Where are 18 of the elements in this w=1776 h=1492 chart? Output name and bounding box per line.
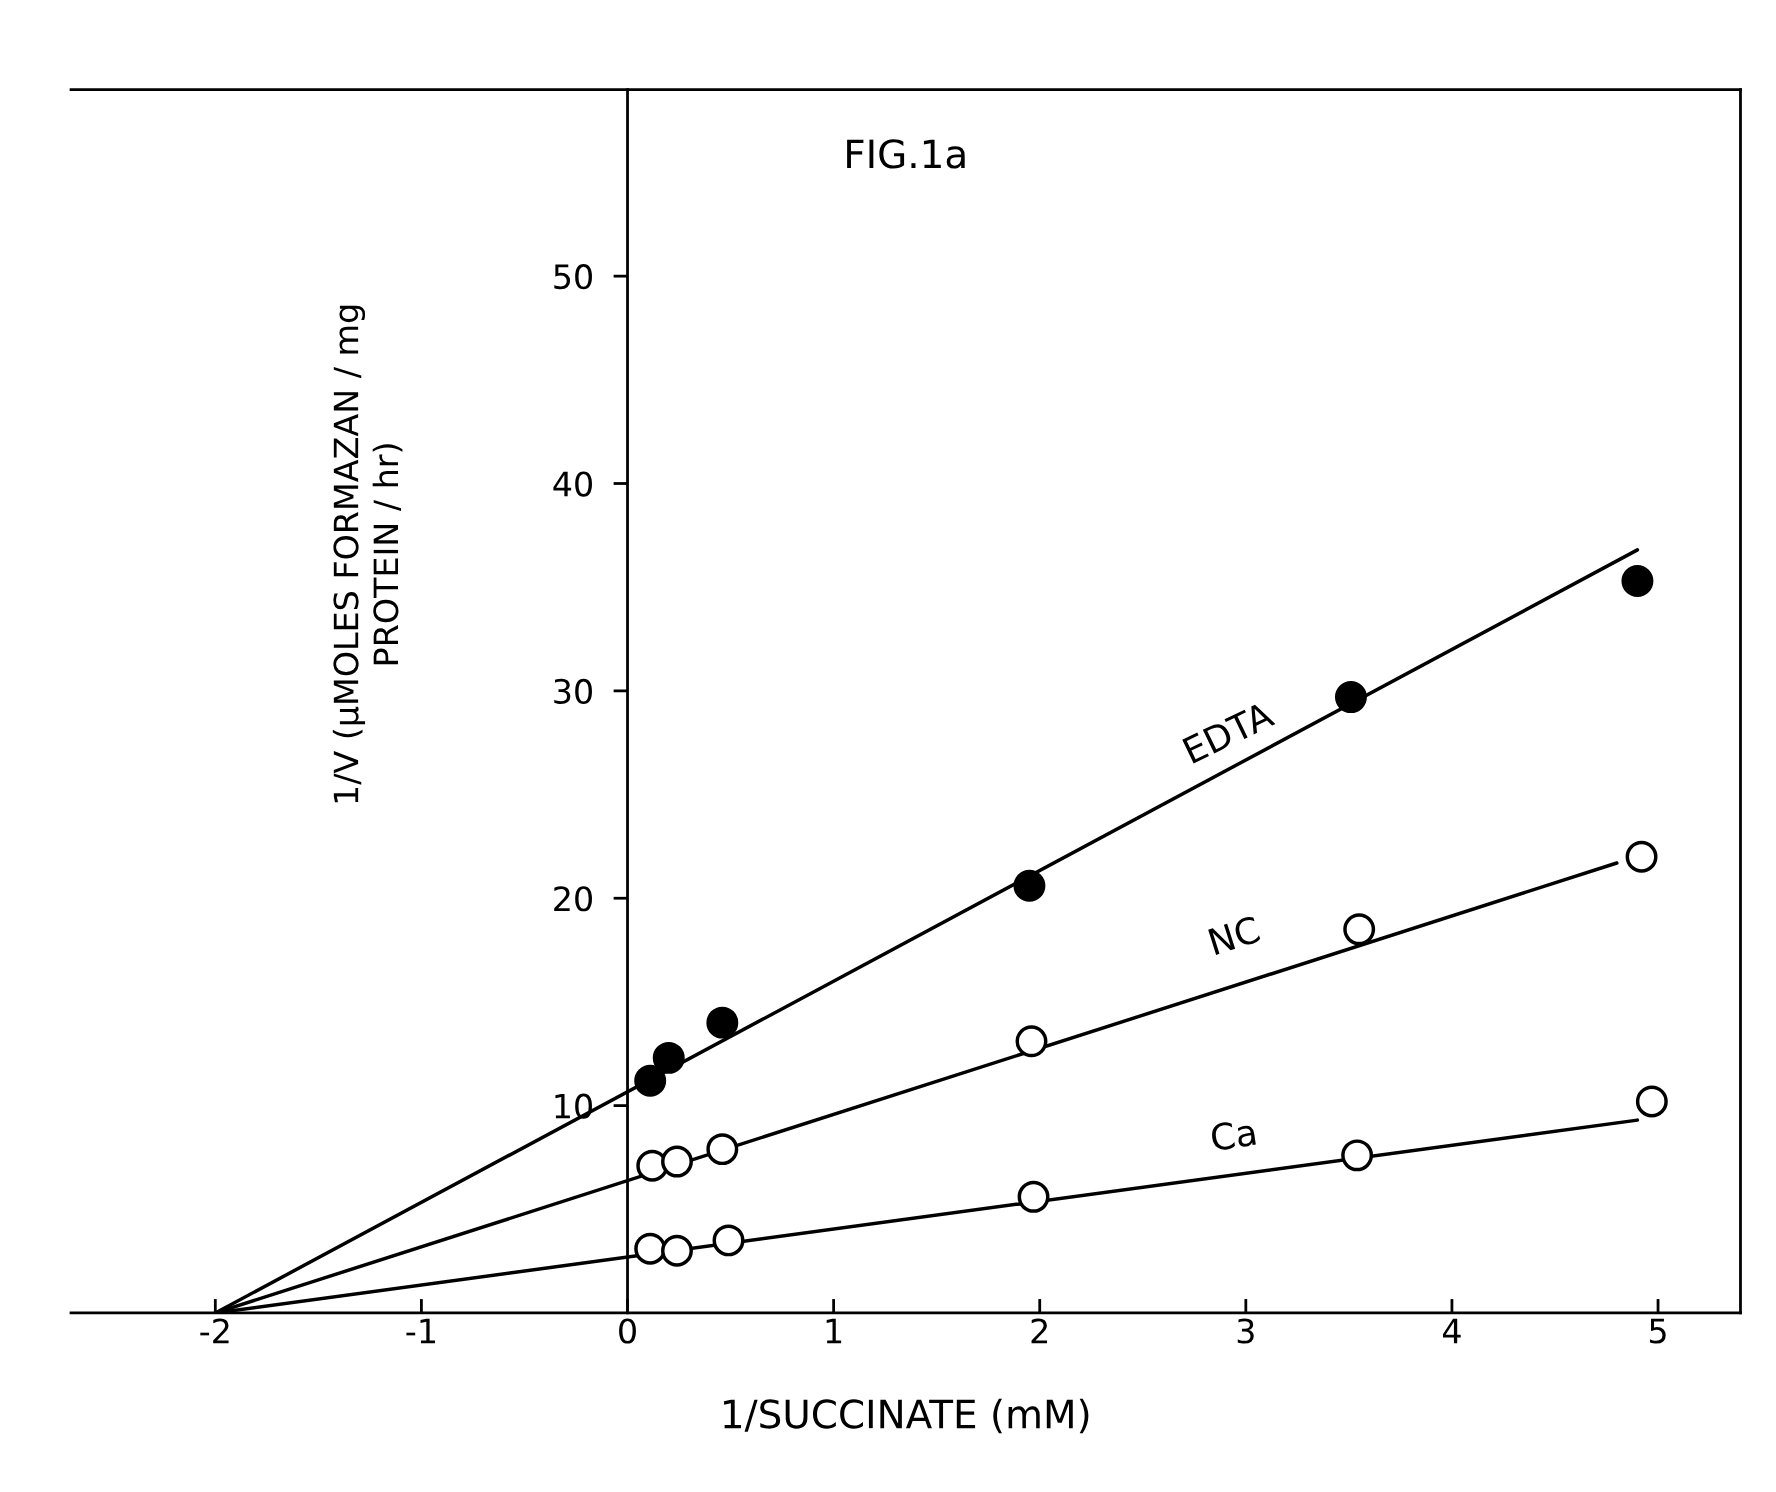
x-axis-title: 1/SUCCINATE (mM) [724, 1398, 1089, 1434]
text: NC [1208, 915, 1261, 956]
x-tick-label: 0 [619, 1318, 636, 1344]
x-tick-label: 3 [1237, 1318, 1254, 1344]
y-tick-label: 40 [553, 471, 592, 497]
x-tick-label: -2 [200, 1318, 229, 1344]
x-tick-label: -1 [406, 1318, 435, 1344]
y-tick-label: 30 [554, 678, 592, 705]
text: FIG.1a [847, 139, 965, 169]
text: EDTA [1182, 700, 1276, 764]
text: Ca [1210, 1118, 1256, 1152]
y-tick-label: 20 [554, 886, 592, 912]
x-tick-label: 1 [826, 1318, 842, 1344]
y-axis-title: 1/V (μMOLES FORMAZAN / mg PROTEIN / hr) [332, 305, 403, 803]
x-tick-label: 4 [1442, 1318, 1461, 1344]
y-tick-label: 50 [554, 264, 592, 290]
x-tick-label: 5 [1650, 1318, 1666, 1344]
x-tick-label: 2 [1031, 1318, 1047, 1344]
